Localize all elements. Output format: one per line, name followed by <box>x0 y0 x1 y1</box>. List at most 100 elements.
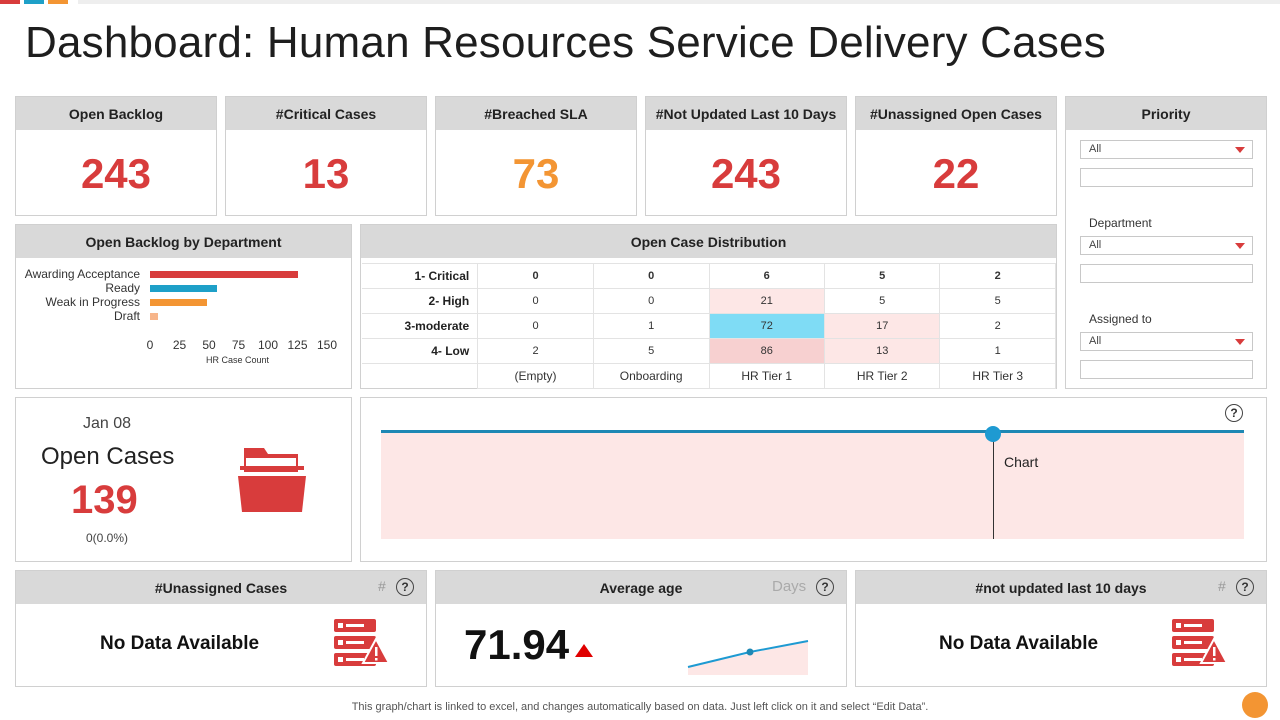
row-header: 2- High <box>362 288 479 314</box>
table-row: 3-moderate 0 1 72 17 2 <box>362 313 1056 339</box>
priority-search-input[interactable] <box>1080 168 1253 187</box>
kpi-breached-sla[interactable]: #Breached SLA 73 <box>435 96 637 216</box>
table-cell[interactable]: 2 <box>477 338 594 364</box>
x-tick-label: 50 <box>202 338 216 352</box>
kpi-not-updated[interactable]: #Not Updated Last 10 Days 243 <box>645 96 847 216</box>
open-cases-value: 139 <box>71 478 138 522</box>
unassigned-title: #Unassigned Cases <box>16 571 426 604</box>
kpi-value: 243 <box>710 150 782 197</box>
table-cell[interactable]: 2 <box>939 263 1056 289</box>
department-select-value: All <box>1089 239 1102 251</box>
not-updated-card: #not updated last 10 days # ? No Data Av… <box>855 570 1267 687</box>
server-warning-icon <box>1172 619 1228 666</box>
row-header: 3-moderate <box>362 313 479 339</box>
assigned-search-input[interactable] <box>1080 360 1253 379</box>
server-warning-icon <box>334 619 390 666</box>
table-row: 2- High 0 0 21 5 5 <box>362 288 1056 314</box>
column-header-row: (Empty) Onboarding HR Tier 1 HR Tier 2 HR Ti… <box>362 363 1056 389</box>
x-tick-label: 25 <box>172 338 187 352</box>
kpi-open-backlog[interactable]: Open Backlog 243 <box>15 96 217 216</box>
chevron-down-icon <box>1235 339 1245 345</box>
table-cell[interactable]: 86 <box>708 338 825 364</box>
kpi-value: 243 <box>80 150 152 197</box>
table-cell[interactable]: 0 <box>477 263 594 289</box>
accent-bar-blue <box>24 0 44 4</box>
chart-line <box>381 430 1244 433</box>
corner-dot <box>1242 692 1268 718</box>
accent-bar-red <box>0 0 20 4</box>
bar[interactable] <box>150 271 298 278</box>
top-divider <box>78 0 1280 4</box>
page-title: Dashboard: Human Resources Service Deliv… <box>25 18 1106 67</box>
table-row: 4- Low 2 5 86 13 1 <box>362 338 1056 364</box>
no-data-message: No Data Available <box>939 633 1099 654</box>
table-cell[interactable]: 72 <box>708 313 825 339</box>
x-tick-label: 0 <box>146 338 154 352</box>
kpi-label: #Not Updated Last 10 Days <box>646 97 846 130</box>
table-cell[interactable]: 13 <box>823 338 941 364</box>
help-icon[interactable]: ? <box>396 578 414 596</box>
chart-area <box>381 432 1244 539</box>
assigned-label: Assigned to <box>1089 312 1152 326</box>
help-icon[interactable]: ? <box>1225 404 1243 422</box>
bar-label: Draft <box>113 309 140 323</box>
trend-chart-card[interactable]: ? Chart <box>360 397 1267 562</box>
table-cell[interactable]: 1 <box>592 313 710 339</box>
table-cell[interactable]: 1 <box>939 338 1056 364</box>
chart-marker-line <box>993 433 994 539</box>
backlog-chart-title: Open Backlog by Department <box>16 225 351 258</box>
table-cell[interactable]: 0 <box>592 288 710 314</box>
table-cell[interactable]: 5 <box>823 288 941 314</box>
column-header: (Empty) <box>477 363 594 389</box>
table-cell[interactable]: 5 <box>939 288 1056 314</box>
filter-panel-title: Priority <box>1066 97 1266 130</box>
kpi-unassigned-open[interactable]: #Unassigned Open Cases 22 <box>855 96 1057 216</box>
row-header: 1- Critical <box>362 263 479 289</box>
unassigned-cases-card: #Unassigned Cases # ? No Data Available <box>15 570 427 687</box>
average-age-card: Average age Days ? 71.94 <box>435 570 847 687</box>
unit-label: Days <box>772 578 807 595</box>
table-cell[interactable]: 0 <box>477 288 594 314</box>
department-select[interactable]: All <box>1080 236 1253 255</box>
bar[interactable] <box>150 313 159 320</box>
table-cell[interactable]: 5 <box>592 338 710 364</box>
backlog-by-department-card: Open Backlog by Department Awarding Acce… <box>15 224 352 389</box>
unit-label: # <box>1218 578 1226 594</box>
bar-label: Ready <box>105 281 140 295</box>
average-age-title: Average age <box>436 571 846 604</box>
x-tick-label: 75 <box>231 338 246 352</box>
help-icon[interactable]: ? <box>1236 578 1254 596</box>
bar[interactable] <box>150 285 218 292</box>
backlog-bar-chart: Awarding Acceptance Ready Weak in Progress… <box>16 258 351 388</box>
bar-label: Weak in Progress <box>45 295 140 309</box>
x-tick-label: 150 <box>316 338 338 352</box>
column-header: HR Tier 2 <box>823 363 941 389</box>
filter-panel: Priority All Department All Assigned to … <box>1065 96 1267 389</box>
table-cell[interactable]: 5 <box>823 263 941 289</box>
open-cases-title: Open Cases <box>41 443 175 470</box>
not-updated-title: #not updated last 10 days <box>856 571 1266 604</box>
column-header: Onboarding <box>592 363 710 389</box>
x-tick-label: 125 <box>287 338 308 352</box>
table-cell[interactable]: 2 <box>939 313 1056 339</box>
kpi-critical-cases[interactable]: #Critical Cases 13 <box>225 96 427 216</box>
trend-up-icon <box>575 644 593 657</box>
assigned-select[interactable]: All <box>1080 332 1253 351</box>
table-cell[interactable]: 17 <box>823 313 941 339</box>
chevron-down-icon <box>1235 243 1245 249</box>
chart-point[interactable] <box>985 426 1001 442</box>
priority-select[interactable]: All <box>1080 140 1253 159</box>
accent-bar-orange <box>48 0 68 4</box>
department-search-input[interactable] <box>1080 264 1253 283</box>
bar[interactable] <box>150 299 207 306</box>
row-header: 4- Low <box>362 338 479 364</box>
case-distribution-card: Open Case Distribution 1- Critical 0 0 6 5 2 2… <box>360 224 1057 389</box>
priority-select-value: All <box>1089 143 1102 155</box>
table-cell[interactable]: 0 <box>592 263 710 289</box>
help-icon[interactable]: ? <box>816 578 834 596</box>
table-cell[interactable]: 6 <box>708 263 825 289</box>
kpi-value: 73 <box>512 150 560 197</box>
table-cell[interactable]: 21 <box>708 288 825 314</box>
kpi-label: #Critical Cases <box>226 97 426 130</box>
table-cell[interactable]: 0 <box>477 313 594 339</box>
